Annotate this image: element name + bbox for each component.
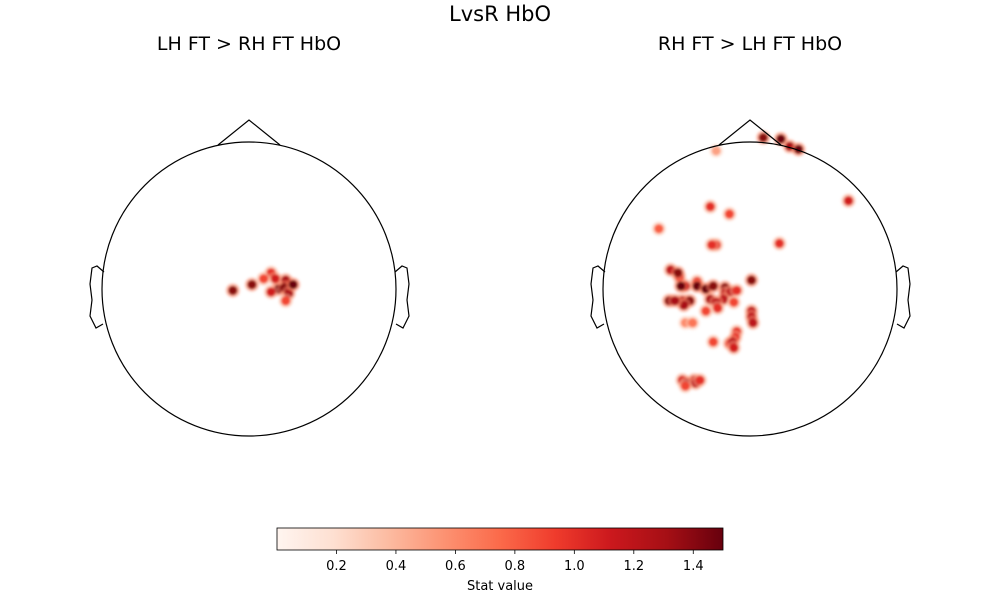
blob-right-2	[724, 209, 734, 219]
colorbar-gradient	[276, 527, 724, 551]
blob-left-9	[288, 280, 298, 290]
ear-left-left	[89, 265, 105, 329]
colorbar-tick-label-1: 0.4	[386, 559, 407, 574]
colorbar: 0.2 0.4 0.6 0.8 1.0 1.2 1.4 Stat value	[276, 527, 724, 594]
blob-right-52	[695, 375, 705, 385]
blob-right-11	[774, 238, 784, 248]
topomap-right: RH FT > LH FT HbO	[590, 33, 911, 437]
blob-right-47	[729, 343, 739, 353]
blob-right-38	[708, 337, 718, 347]
blob-right-28	[729, 297, 739, 307]
blob-right-10	[707, 240, 717, 250]
ear-left-right	[590, 265, 606, 329]
blob-right-43	[748, 318, 758, 328]
colorbar-tick-label-2: 0.6	[445, 559, 466, 574]
nose-right	[718, 119, 782, 146]
blob-left-4	[270, 274, 280, 284]
blob-left-3	[259, 274, 269, 284]
blob-right-34	[713, 303, 723, 313]
blob-right-4	[776, 134, 786, 144]
colorbar-label: Stat value	[467, 579, 533, 594]
figure-suptitle: LvsR HbO	[449, 2, 551, 26]
blob-right-3	[758, 133, 768, 143]
blob-left-1	[247, 280, 257, 290]
blob-right-16	[673, 268, 683, 278]
blob-right-17	[676, 281, 686, 291]
topomap-left-blobs	[225, 265, 301, 308]
blob-right-1	[705, 202, 715, 212]
colorbar-ticks: 0.2 0.4 0.6 0.8 1.0 1.2 1.4	[326, 550, 704, 574]
blob-left-10	[266, 287, 276, 297]
blob-right-24	[732, 285, 742, 295]
colorbar-tick-label-5: 1.2	[623, 559, 644, 574]
topomap-left-title: LH FT > RH FT HbO	[157, 33, 341, 55]
topomap-right-title: RH FT > LH FT HbO	[658, 33, 842, 55]
blob-left-11	[281, 296, 291, 306]
blob-right-35	[701, 306, 711, 316]
colorbar-tick-label-3: 0.8	[505, 559, 526, 574]
colorbar-tick-label-4: 1.0	[564, 559, 585, 574]
blob-right-6	[711, 146, 721, 156]
blob-right-33	[670, 296, 680, 306]
blob-right-20	[708, 281, 718, 291]
head-outline-left	[101, 141, 397, 437]
colorbar-tick-label-0: 0.2	[326, 559, 347, 574]
colorbar-tick-label-6: 1.4	[683, 559, 704, 574]
blob-right-37	[688, 318, 698, 328]
ear-right-right	[895, 265, 911, 329]
blob-right-8	[843, 196, 853, 206]
blob-right-53	[680, 381, 690, 391]
nose-left	[217, 119, 281, 146]
blob-right-40	[746, 275, 756, 285]
blob-right-0	[654, 224, 664, 234]
ear-right-left	[394, 265, 410, 329]
blob-left-0	[228, 285, 238, 295]
topomap-left: LH FT > RH FT HbO	[89, 33, 410, 437]
head-outline-right	[602, 141, 898, 437]
topomap-right-blobs	[651, 130, 856, 394]
